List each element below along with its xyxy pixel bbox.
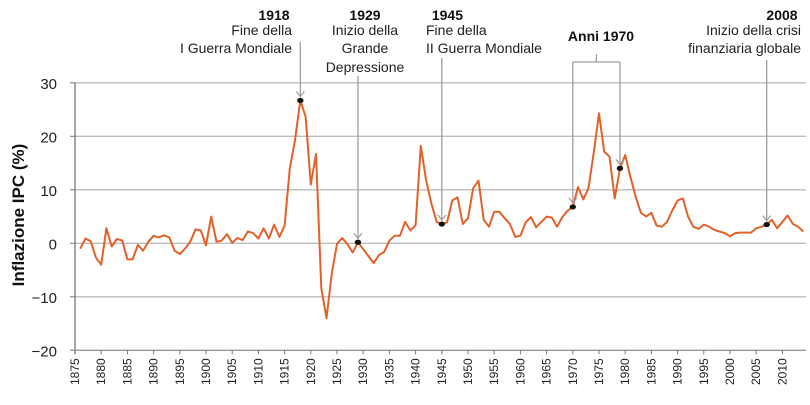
annotation-2008-arrowhead bbox=[762, 215, 772, 222]
x-tick-label: 1930 bbox=[356, 358, 370, 385]
x-tick-label: 1990 bbox=[671, 358, 685, 385]
annotation-1945-marker bbox=[438, 221, 445, 227]
y-tick-label: −10 bbox=[32, 290, 57, 307]
x-tick-label: 2010 bbox=[775, 358, 789, 385]
y-tick-label: 20 bbox=[40, 129, 57, 146]
x-tick-label: 1965 bbox=[540, 358, 554, 385]
annotation-1918-line2: I Guerra Mondiale bbox=[180, 40, 292, 56]
annotations: 1918 Fine della I Guerra Mondiale 1929 I… bbox=[180, 7, 801, 245]
annotation-2008-marker bbox=[763, 221, 770, 228]
x-tick-labels: 1875 1880 1885 1890 1895 1900 1905 1910 1915 1920… bbox=[68, 358, 789, 385]
x-tick-label: 1920 bbox=[304, 358, 318, 385]
x-tick-label: 1915 bbox=[278, 358, 292, 385]
x-tick-label: 1995 bbox=[697, 358, 711, 385]
annotation-1929-line2: Grande bbox=[342, 40, 389, 56]
annotation-1929-year: 1929 bbox=[349, 7, 380, 23]
annotation-1918-arrowhead bbox=[295, 91, 305, 98]
x-tick-label: 1890 bbox=[147, 358, 161, 385]
x-tick-label: 1960 bbox=[513, 358, 527, 385]
annotation-1918-year: 1918 bbox=[258, 7, 289, 23]
annotation-1929-marker bbox=[354, 239, 362, 245]
gridlines bbox=[75, 82, 806, 298]
y-tick-label: −20 bbox=[32, 343, 57, 360]
x-tick-label: 1940 bbox=[409, 358, 423, 385]
x-tick-label: 1910 bbox=[251, 358, 265, 385]
x-tick-label: 1885 bbox=[120, 358, 134, 385]
annotation-1970s-label: Anni 1970 bbox=[568, 28, 634, 44]
x-tick-label: 1985 bbox=[644, 358, 658, 385]
x-tick-label: 1900 bbox=[199, 358, 213, 385]
annotation-1929-line3: Depressione bbox=[326, 59, 405, 75]
x-tick-label: 1935 bbox=[382, 358, 396, 385]
x-tick-label: 1980 bbox=[618, 358, 632, 385]
x-tick-label: 1950 bbox=[461, 358, 475, 385]
x-tick-label: 2005 bbox=[749, 358, 763, 385]
x-tick-label: 1955 bbox=[487, 358, 501, 385]
x-tick-label: 1875 bbox=[68, 358, 82, 385]
annotation-1918-marker bbox=[297, 97, 304, 104]
annotation-markers bbox=[295, 42, 772, 245]
y-tick-label: 30 bbox=[40, 76, 57, 93]
annotation-2008-year: 2008 bbox=[766, 7, 797, 23]
annotation-1929-line1: Inizio della bbox=[332, 22, 398, 38]
y-tick-label: 0 bbox=[49, 236, 57, 253]
annotation-1945-line2: II Guerra Mondiale bbox=[426, 40, 542, 56]
y-tick-labels: 30 20 10 0 −10 −20 bbox=[32, 76, 57, 360]
x-tick-label: 1895 bbox=[173, 358, 187, 385]
annotation-1945-line1: Fine della bbox=[426, 22, 487, 38]
x-tick-label: 2000 bbox=[723, 358, 737, 385]
y-tick-label: 10 bbox=[40, 183, 57, 200]
x-tick-label: 1970 bbox=[566, 358, 580, 385]
annotation-2008-line2: finanziaria globale bbox=[688, 40, 801, 56]
x-tick-label: 1945 bbox=[435, 358, 449, 385]
x-tick-label: 1975 bbox=[592, 358, 606, 385]
axes bbox=[70, 82, 806, 355]
y-axis-label: Inflazione IPC (%) bbox=[9, 144, 28, 287]
annotation-1918-line1: Fine della bbox=[231, 22, 292, 38]
x-tick-label: 1905 bbox=[225, 358, 239, 385]
annotation-1929-arrowhead bbox=[353, 232, 363, 240]
annotation-1970-arrowhead bbox=[568, 197, 578, 204]
x-tick-label: 1925 bbox=[330, 358, 344, 385]
annotation-1979-marker bbox=[616, 165, 624, 171]
annotation-2008-line1: Inizio della crisi bbox=[706, 22, 801, 38]
annotation-1945-arrowhead bbox=[437, 214, 447, 222]
annotation-1979-arrowhead bbox=[615, 159, 625, 166]
x-tick-label: 1880 bbox=[94, 358, 108, 385]
annotation-1970-marker bbox=[569, 204, 576, 210]
annotation-1945-year: 1945 bbox=[432, 7, 463, 23]
